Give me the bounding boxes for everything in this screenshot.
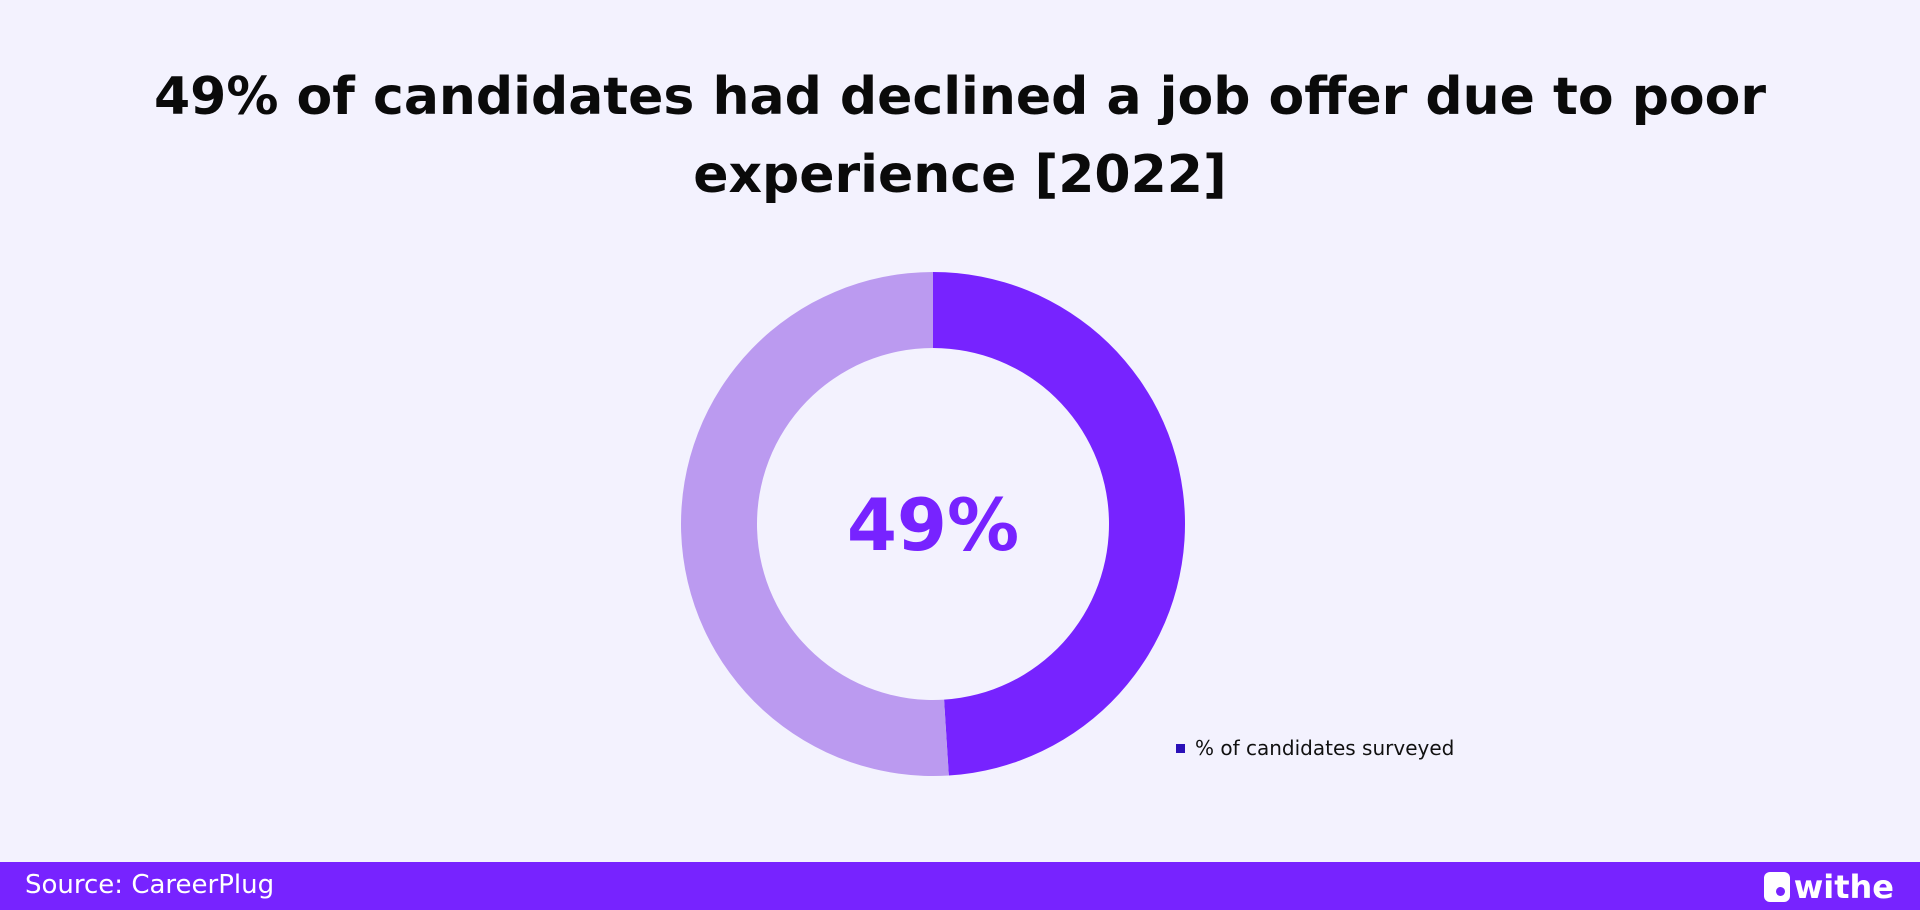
footer-bar: Source: CareerPlug withe (0, 862, 1920, 910)
logo-text: withe (1793, 868, 1894, 906)
logo-icon (1763, 872, 1790, 902)
legend-label: % of candidates surveyed (1195, 736, 1455, 760)
legend: % of candidates surveyed (1176, 736, 1454, 760)
legend-swatch (1176, 743, 1185, 753)
withe-logo: withe (1763, 868, 1894, 906)
donut-chart: 49% (681, 272, 1186, 776)
chart-title: 49% of candidates had declined a job off… (0, 58, 1920, 214)
title-line-1: 49% of candidates had declined a job off… (153, 67, 1767, 127)
donut-slice-1 (681, 272, 949, 776)
source-text: Source: CareerPlug (25, 870, 275, 900)
title-line-2: experience [2022] (693, 145, 1227, 205)
donut-slice-0 (933, 272, 1186, 776)
center-label: 49% (847, 483, 1019, 567)
